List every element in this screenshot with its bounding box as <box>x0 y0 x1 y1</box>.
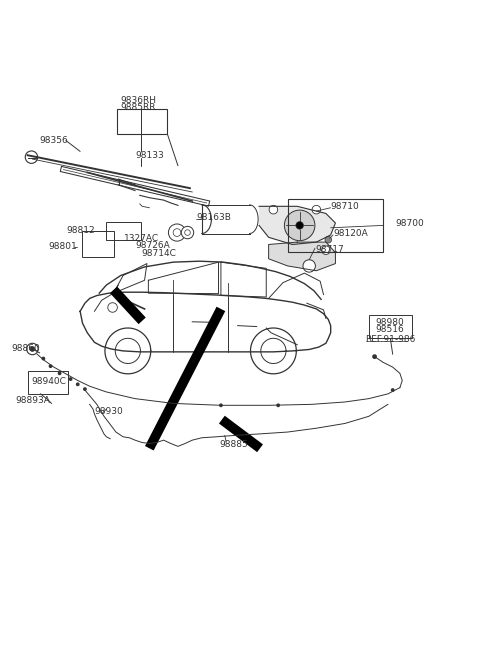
Circle shape <box>173 229 181 236</box>
Circle shape <box>391 388 395 392</box>
Circle shape <box>276 403 280 407</box>
Circle shape <box>58 371 61 375</box>
Circle shape <box>69 377 72 381</box>
Text: 98700: 98700 <box>395 220 424 228</box>
Circle shape <box>181 226 194 239</box>
Circle shape <box>325 236 332 243</box>
Text: 98885: 98885 <box>219 440 248 449</box>
Text: REF.91-986: REF.91-986 <box>365 335 416 344</box>
Circle shape <box>322 246 330 255</box>
Text: 98163B: 98163B <box>196 213 231 222</box>
Circle shape <box>296 222 303 229</box>
Circle shape <box>219 403 223 407</box>
Circle shape <box>30 346 35 352</box>
Text: 98812: 98812 <box>66 226 95 235</box>
Bar <box>117 109 168 134</box>
Text: 98893A: 98893A <box>16 396 50 405</box>
Circle shape <box>168 224 186 241</box>
Circle shape <box>312 205 321 214</box>
Text: 98133: 98133 <box>135 151 164 160</box>
Text: 98710: 98710 <box>331 202 360 211</box>
Circle shape <box>25 151 37 163</box>
Text: 9836RH: 9836RH <box>120 96 156 105</box>
Bar <box>28 371 68 394</box>
Text: 98356: 98356 <box>39 136 68 145</box>
Polygon shape <box>259 206 336 245</box>
Text: 98120A: 98120A <box>333 229 368 238</box>
Circle shape <box>83 387 87 391</box>
Circle shape <box>27 343 38 355</box>
Text: 9885RR: 9885RR <box>120 102 156 112</box>
Text: 98940C: 98940C <box>32 377 66 386</box>
Text: 1327AC: 1327AC <box>123 234 159 243</box>
Text: 98980: 98980 <box>375 318 404 327</box>
Text: 98714C: 98714C <box>141 249 176 258</box>
Polygon shape <box>269 242 336 271</box>
Bar <box>369 315 412 338</box>
Bar <box>107 222 141 239</box>
Text: 98717: 98717 <box>315 245 344 255</box>
Circle shape <box>185 230 190 236</box>
Text: 98726A: 98726A <box>135 241 170 251</box>
Circle shape <box>284 210 315 241</box>
Bar <box>288 199 383 252</box>
Circle shape <box>76 382 80 386</box>
Circle shape <box>269 205 278 214</box>
Circle shape <box>372 354 377 359</box>
Text: 98930: 98930 <box>95 407 123 416</box>
Text: 98860: 98860 <box>11 344 40 352</box>
Text: 98516: 98516 <box>375 325 404 335</box>
Circle shape <box>48 364 52 368</box>
Text: 98801: 98801 <box>48 242 77 251</box>
Circle shape <box>41 357 45 360</box>
Bar <box>82 231 114 257</box>
Circle shape <box>108 302 117 312</box>
Circle shape <box>303 260 315 272</box>
